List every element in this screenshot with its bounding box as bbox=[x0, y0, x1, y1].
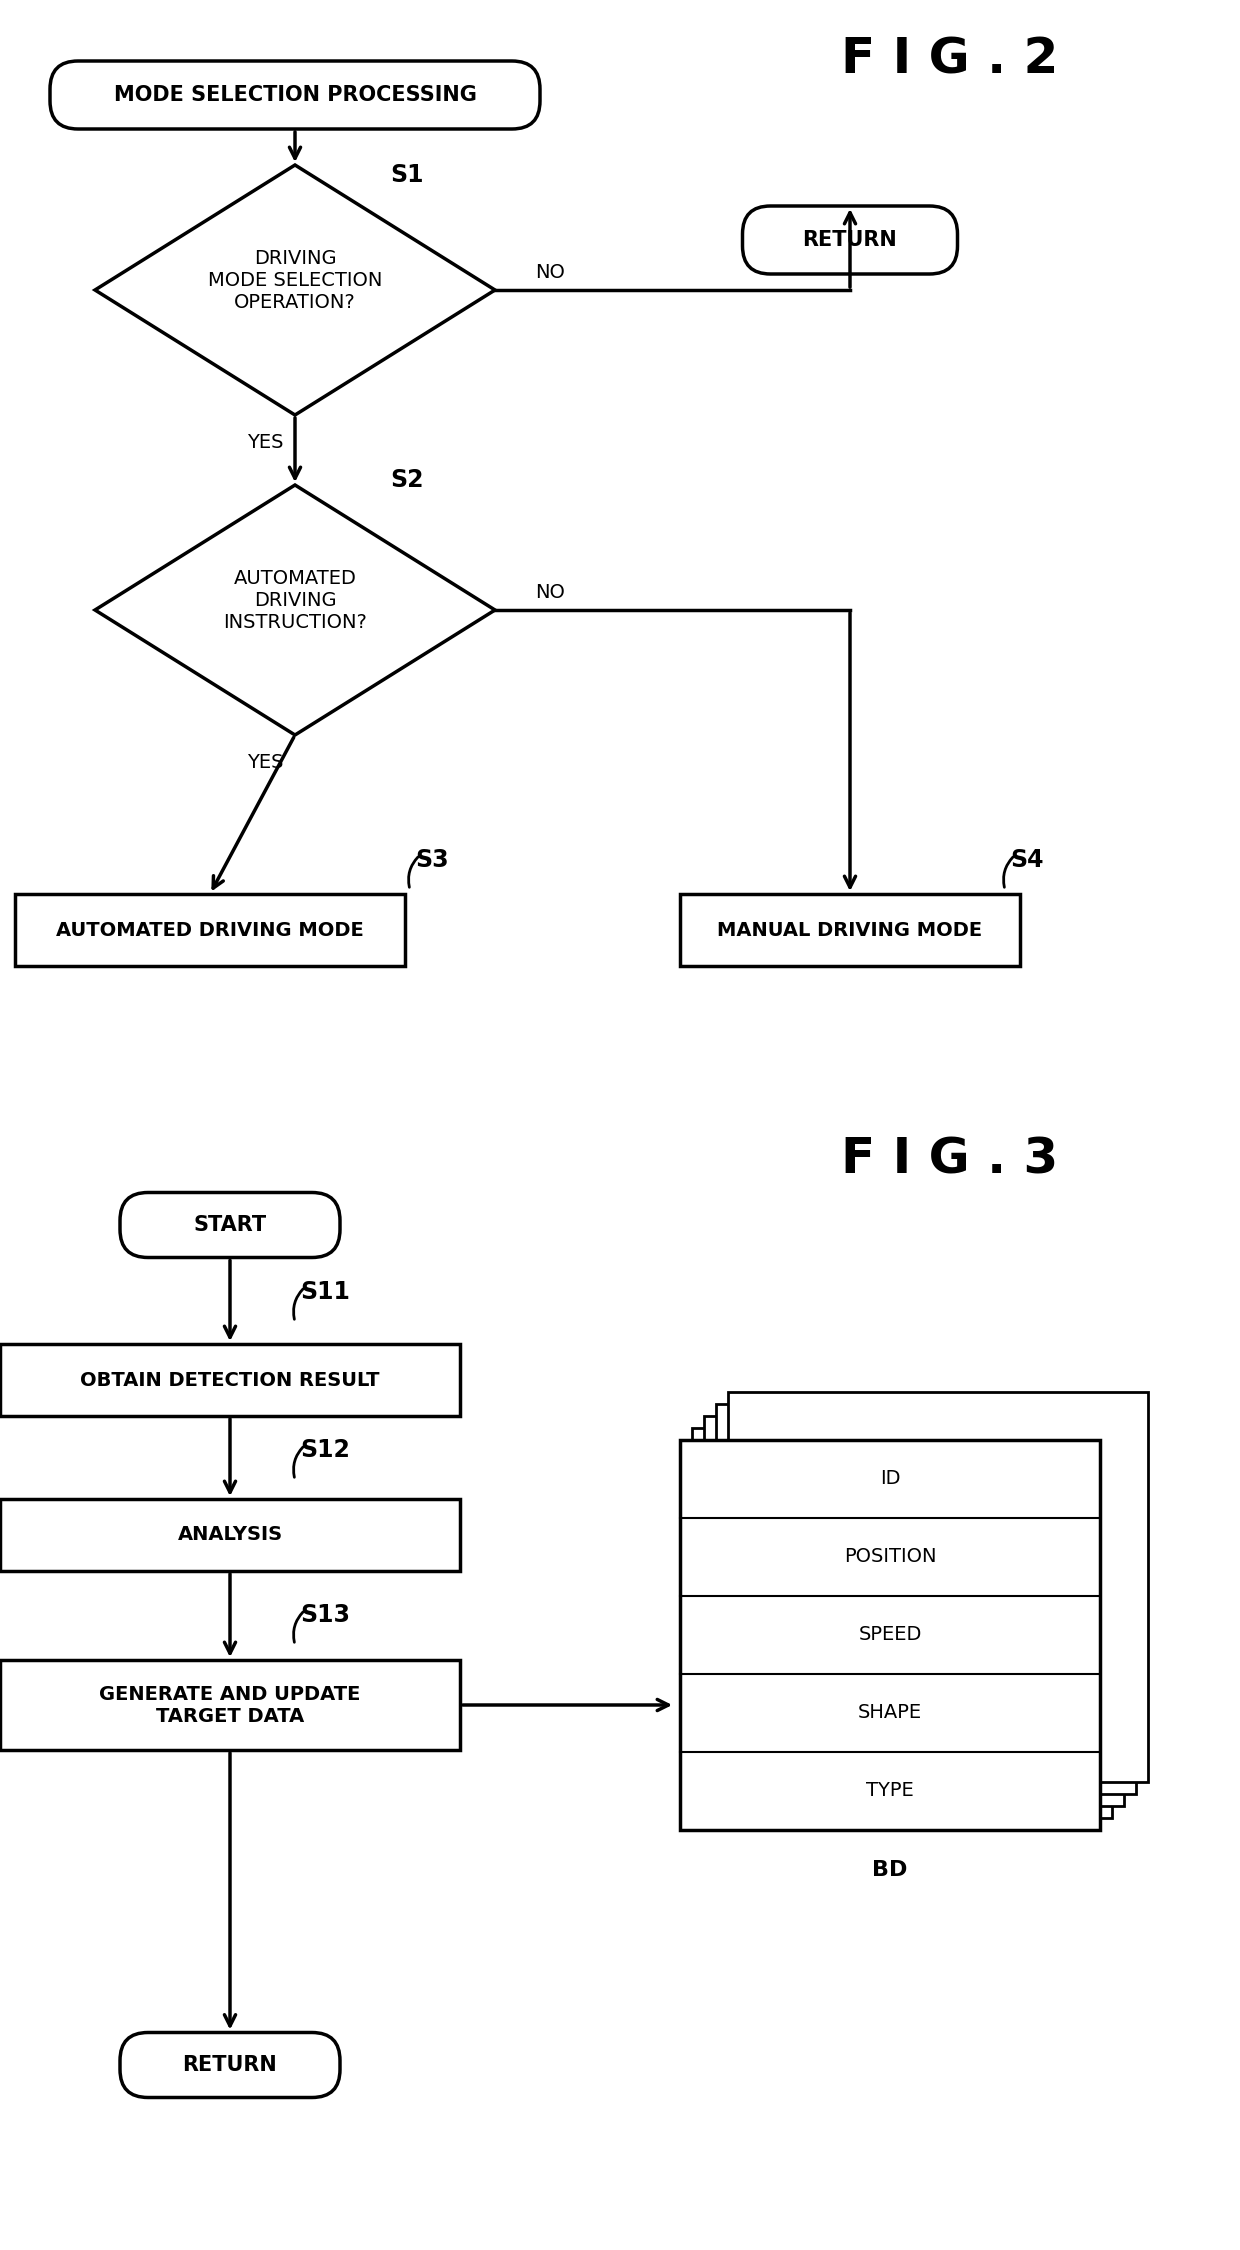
Bar bbox=[0, 1660, 460, 1750]
Text: NO: NO bbox=[536, 583, 565, 601]
Text: BD: BD bbox=[872, 1861, 908, 1881]
Text: NO: NO bbox=[536, 263, 565, 281]
FancyBboxPatch shape bbox=[120, 2032, 340, 2097]
Bar bbox=[0, 1343, 460, 1415]
Text: MODE SELECTION PROCESSING: MODE SELECTION PROCESSING bbox=[114, 86, 476, 106]
Bar bbox=[692, 1429, 1112, 1818]
Text: POSITION: POSITION bbox=[843, 1548, 936, 1566]
Text: S11: S11 bbox=[300, 1280, 350, 1305]
Text: SHAPE: SHAPE bbox=[858, 1703, 923, 1724]
Bar bbox=[0, 1498, 460, 1570]
Text: F I G . 2: F I G . 2 bbox=[841, 36, 1059, 83]
Text: S2: S2 bbox=[391, 468, 424, 493]
FancyBboxPatch shape bbox=[50, 61, 539, 128]
Text: ID: ID bbox=[879, 1469, 900, 1490]
Text: RETURN: RETURN bbox=[802, 229, 898, 250]
Text: START: START bbox=[193, 1215, 267, 1235]
Bar bbox=[728, 1393, 1148, 1782]
Bar bbox=[15, 893, 405, 965]
Polygon shape bbox=[95, 164, 495, 414]
Text: RETURN: RETURN bbox=[182, 2054, 278, 2074]
Text: F I G . 3: F I G . 3 bbox=[842, 1136, 1059, 1184]
Text: AUTOMATED
DRIVING
INSTRUCTION?: AUTOMATED DRIVING INSTRUCTION? bbox=[223, 569, 367, 632]
Text: YES: YES bbox=[247, 434, 283, 452]
Bar bbox=[680, 893, 1021, 965]
Text: S3: S3 bbox=[415, 848, 449, 873]
Text: SPEED: SPEED bbox=[858, 1624, 921, 1645]
Text: TYPE: TYPE bbox=[866, 1782, 914, 1800]
Bar bbox=[704, 1415, 1123, 1807]
Text: GENERATE AND UPDATE
TARGET DATA: GENERATE AND UPDATE TARGET DATA bbox=[99, 1685, 361, 1726]
Text: S4: S4 bbox=[1011, 848, 1044, 873]
Text: DRIVING
MODE SELECTION
OPERATION?: DRIVING MODE SELECTION OPERATION? bbox=[208, 248, 382, 310]
Polygon shape bbox=[95, 486, 495, 736]
Text: S12: S12 bbox=[300, 1438, 350, 1462]
Text: OBTAIN DETECTION RESULT: OBTAIN DETECTION RESULT bbox=[81, 1370, 379, 1390]
Text: AUTOMATED DRIVING MODE: AUTOMATED DRIVING MODE bbox=[56, 920, 363, 940]
FancyBboxPatch shape bbox=[743, 207, 957, 274]
Text: YES: YES bbox=[247, 754, 283, 772]
Text: S13: S13 bbox=[300, 1602, 350, 1627]
Text: MANUAL DRIVING MODE: MANUAL DRIVING MODE bbox=[718, 920, 982, 940]
FancyBboxPatch shape bbox=[120, 1192, 340, 1258]
Text: S1: S1 bbox=[391, 162, 424, 187]
Text: ANALYSIS: ANALYSIS bbox=[177, 1526, 283, 1544]
Bar bbox=[715, 1404, 1136, 1793]
Bar bbox=[680, 1440, 1100, 1829]
